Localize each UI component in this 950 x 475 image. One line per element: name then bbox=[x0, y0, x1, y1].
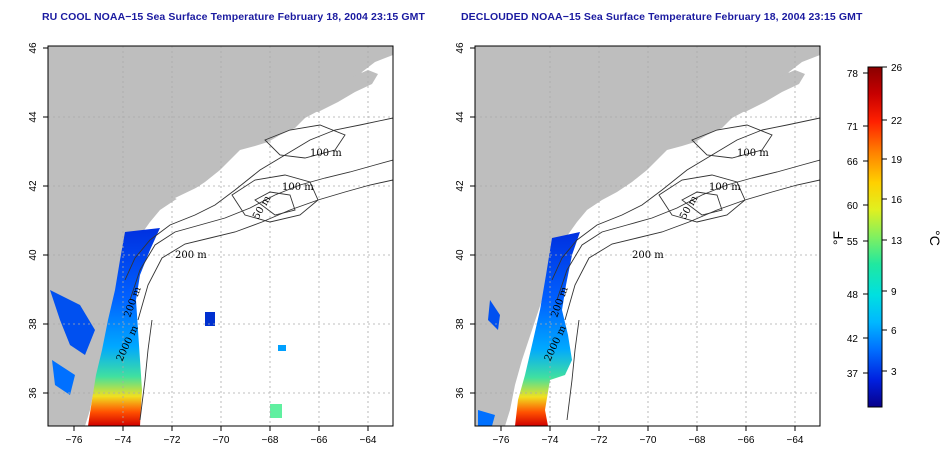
y-tick-label: 42 bbox=[28, 180, 39, 192]
y-tick-label: 44 bbox=[28, 111, 39, 123]
x-tick-label: −70 bbox=[213, 435, 230, 446]
x-tick-label: −76 bbox=[493, 435, 510, 446]
celsius-tick: 26 bbox=[891, 63, 903, 74]
y-tick-label: 46 bbox=[455, 42, 466, 54]
x-tick-label: −74 bbox=[542, 435, 559, 446]
fahrenheit-tick: 37 bbox=[847, 369, 859, 380]
fahrenheit-tick: 71 bbox=[847, 122, 859, 133]
contour-label: 200 m bbox=[632, 250, 664, 261]
celsius-tick: 19 bbox=[891, 155, 903, 166]
y-tick-label: 44 bbox=[455, 111, 466, 123]
fahrenheit-tick: 42 bbox=[847, 334, 859, 345]
y-tick-label: 40 bbox=[28, 249, 39, 261]
fahrenheit-unit: °F bbox=[830, 231, 846, 245]
x-tick-label: −70 bbox=[640, 435, 657, 446]
celsius-tick: 3 bbox=[891, 367, 897, 378]
y-tick-label: 36 bbox=[28, 387, 39, 399]
x-tick-label: −64 bbox=[787, 435, 804, 446]
fahrenheit-tick: 60 bbox=[847, 201, 859, 212]
x-tick-label: −72 bbox=[591, 435, 608, 446]
sst-band-left bbox=[88, 228, 160, 426]
contour-label: 100 m bbox=[737, 148, 769, 159]
x-tick-label: −66 bbox=[311, 435, 328, 446]
map-right: 100 m 100 m 50 m 200 m 200 m 2000 m −76 … bbox=[455, 42, 821, 446]
x-tick-label: −74 bbox=[115, 435, 132, 446]
celsius-tick: 6 bbox=[891, 326, 897, 337]
map-title-left: RU COOL NOAA−15 Sea Surface Temperature … bbox=[42, 11, 426, 23]
y-tick-label: 36 bbox=[455, 387, 466, 399]
x-tick-label: −68 bbox=[689, 435, 706, 446]
celsius-tick: 16 bbox=[891, 195, 903, 206]
fahrenheit-tick: 78 bbox=[847, 69, 859, 80]
y-tick-label: 38 bbox=[455, 318, 466, 330]
map-title-right: DECLOUDED NOAA−15 Sea Surface Temperatur… bbox=[461, 11, 863, 23]
colorbar: 78 71 66 60 55 48 42 37 26 22 19 16 13 9… bbox=[830, 63, 943, 408]
map-left: 100 m 100 m 50 m 200 m 200 m 2000 m −76 … bbox=[28, 42, 394, 446]
contour-label: 100 m bbox=[282, 182, 314, 193]
contour-label: 100 m bbox=[709, 182, 741, 193]
fahrenheit-tick: 55 bbox=[847, 237, 859, 248]
contour-label: 100 m bbox=[310, 148, 342, 159]
contour-label: 200 m bbox=[175, 250, 207, 261]
land-left bbox=[48, 46, 393, 426]
fahrenheit-tick: 48 bbox=[847, 290, 859, 301]
celsius-tick: 22 bbox=[891, 116, 903, 127]
y-tick-label: 40 bbox=[455, 249, 466, 261]
celsius-tick: 9 bbox=[891, 287, 897, 298]
y-tick-label: 46 bbox=[28, 42, 39, 54]
y-tick-label: 42 bbox=[455, 180, 466, 192]
y-tick-label: 38 bbox=[28, 318, 39, 330]
x-tick-label: −72 bbox=[164, 435, 181, 446]
x-tick-label: −64 bbox=[360, 435, 377, 446]
fahrenheit-tick: 66 bbox=[847, 157, 859, 168]
land-right bbox=[475, 46, 820, 426]
celsius-unit: °C bbox=[927, 230, 943, 246]
x-tick-label: −68 bbox=[262, 435, 279, 446]
x-tick-label: −76 bbox=[66, 435, 83, 446]
celsius-tick: 13 bbox=[891, 236, 903, 247]
x-tick-label: −66 bbox=[738, 435, 755, 446]
